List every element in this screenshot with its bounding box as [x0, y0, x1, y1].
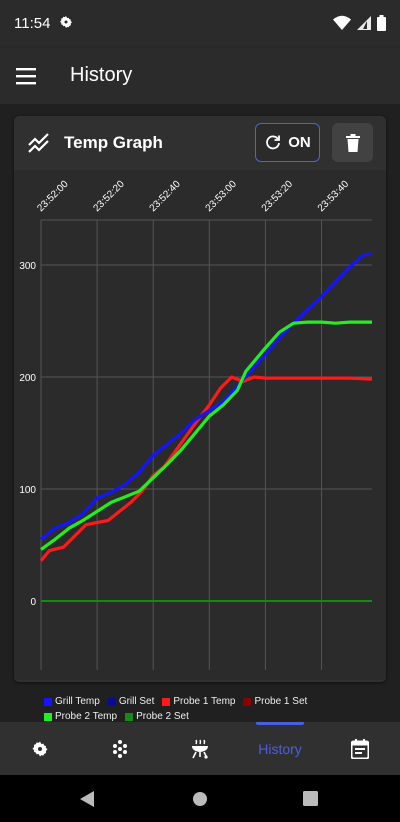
calendar-icon	[351, 738, 369, 759]
nav-item-pellets[interactable]	[96, 722, 144, 775]
status-time: 11:54	[14, 15, 51, 32]
legend-item[interactable]: Probe 2 Set	[125, 711, 189, 722]
nav-label-history: History	[258, 740, 302, 757]
home-icon[interactable]	[192, 791, 208, 807]
battery-icon	[377, 15, 386, 31]
legend-swatch	[44, 697, 52, 706]
legend-label: Probe 2 Temp	[55, 711, 118, 722]
y-tick-label: 300	[19, 261, 36, 272]
temp-graph-card: Temp Graph ON 23:52:00 23:52:20 23:52:40 23…	[14, 116, 386, 722]
auto-refresh-label: ON	[288, 134, 311, 151]
trash-icon	[345, 133, 360, 152]
legend-row: Probe 2 Temp Probe 2 Set	[44, 709, 374, 724]
x-tick-label: 23:53:40	[316, 179, 352, 215]
legend-item[interactable]: Grill Set	[107, 696, 155, 707]
nav-item-grill[interactable]	[176, 722, 224, 775]
nav-item-settings[interactable]	[16, 722, 64, 775]
grill-icon	[192, 739, 208, 759]
legend-item[interactable]: Probe 1 Temp	[162, 696, 235, 707]
nav-item-schedule[interactable]	[336, 722, 384, 775]
legend-swatch	[243, 697, 252, 706]
legend-label: Grill Set	[118, 696, 155, 707]
series-line-probe-2-temp	[40, 320, 372, 551]
legend-label: Probe 1 Set	[254, 696, 308, 707]
legend-label: Probe 1 Temp	[173, 696, 236, 707]
legend-row: Grill Temp Grill Set Probe 1 Temp Probe 1 S…	[44, 694, 374, 709]
nav-item-history[interactable]: History	[250, 722, 310, 775]
status-bar: 11:54	[0, 0, 400, 48]
cell-signal-icon	[357, 16, 371, 30]
legend-swatch	[107, 697, 116, 706]
hamburger-menu-icon[interactable]	[14, 65, 38, 87]
refresh-icon	[266, 135, 281, 149]
series-line-grill-temp	[40, 252, 373, 541]
chart-line-icon	[28, 133, 49, 153]
y-tick-label: 0	[30, 597, 36, 608]
x-tick-label: 23:52:20	[91, 179, 127, 215]
settings-icon	[60, 16, 72, 28]
legend-label: Probe 2 Set	[136, 711, 189, 722]
legend-swatch	[125, 712, 134, 721]
legend-swatch	[44, 712, 52, 721]
bottom-navigation: History	[0, 722, 400, 775]
delete-button[interactable]	[332, 123, 373, 162]
pellets-icon	[113, 739, 127, 758]
legend-item[interactable]: Grill Temp	[44, 696, 100, 707]
x-tick-label: 23:52:00	[35, 179, 71, 215]
y-tick-label: 100	[19, 485, 36, 496]
nav-active-indicator	[256, 722, 304, 725]
wifi-icon	[333, 15, 351, 30]
recents-icon[interactable]	[303, 791, 318, 806]
gear-icon	[32, 741, 48, 756]
card-title: Temp Graph	[64, 133, 163, 152]
x-tick-label: 23:53:00	[204, 179, 240, 215]
x-tick-label: 23:52:40	[148, 179, 184, 215]
temp-chart-svg: 23:52:00 23:52:20 23:52:40 23:53:00 23:53:20…	[19, 179, 373, 670]
x-tick-label: 23:53:20	[260, 179, 296, 215]
chart-legend: Grill Temp Grill Set Probe 1 Temp Probe 1 S…	[44, 694, 374, 724]
legend-item[interactable]: Probe 2 Temp	[44, 711, 117, 722]
temp-chart: 23:52:00 23:52:20 23:52:40 23:53:00 23:53:20…	[14, 170, 386, 722]
legend-item[interactable]: Probe 1 Set	[243, 696, 307, 707]
legend-swatch	[162, 697, 171, 706]
series-line-probe-1-temp	[39, 375, 373, 562]
y-tick-label: 200	[19, 373, 36, 384]
card-header: Temp Graph ON	[14, 116, 386, 170]
auto-refresh-toggle-button[interactable]: ON	[255, 123, 320, 162]
app-bar: History	[0, 48, 400, 104]
legend-label: Grill Temp	[55, 696, 100, 707]
back-icon[interactable]	[80, 791, 96, 807]
page-title: History	[70, 64, 133, 86]
system-navigation-bar	[0, 775, 400, 822]
